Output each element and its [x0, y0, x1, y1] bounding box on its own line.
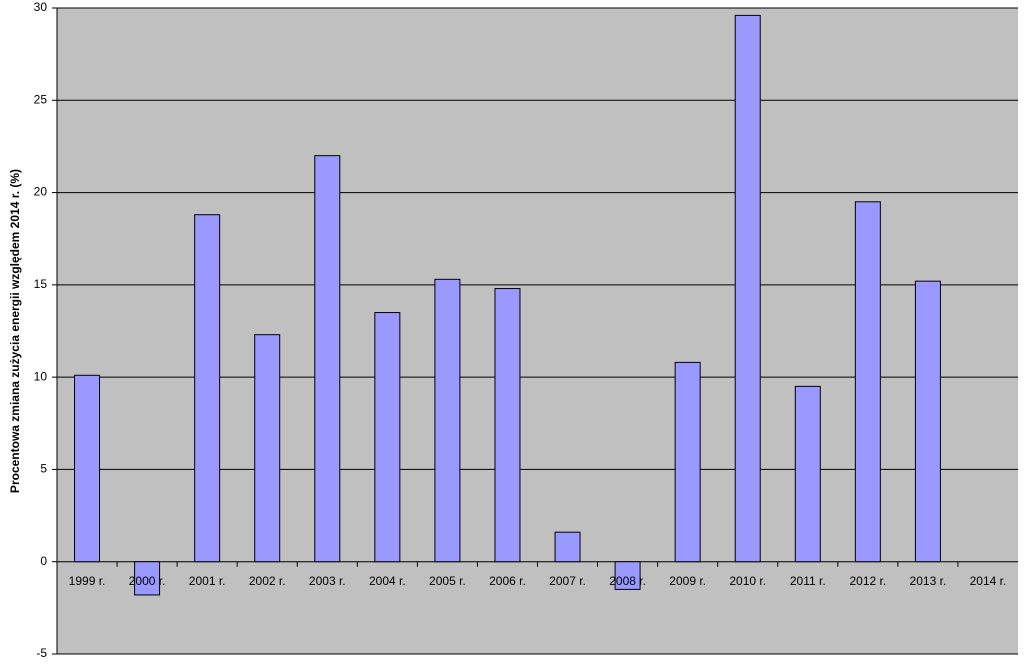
- bar: [674, 361, 701, 563]
- bar: [74, 374, 101, 563]
- y-tick-label: 30: [34, 0, 48, 14]
- x-tick-label: 2000 r.: [129, 574, 166, 588]
- y-tick-label: 0: [40, 554, 47, 568]
- x-tick-label: 2001 r.: [189, 574, 226, 588]
- y-tick-label: 5: [40, 462, 47, 476]
- bar: [134, 561, 161, 596]
- bar: [374, 312, 401, 563]
- x-tick-label: 2005 r.: [429, 574, 466, 588]
- y-tick-label: -5: [36, 646, 47, 660]
- y-tick-label: 10: [34, 369, 48, 383]
- bar: [494, 288, 521, 563]
- x-tick-label: 2011 r.: [790, 574, 826, 588]
- x-tick-label: 2002 r.: [249, 574, 286, 588]
- y-axis-label: Procentowa zmiana zużycia energii względ…: [8, 169, 22, 493]
- y-tick-label: 20: [34, 185, 48, 199]
- x-tick-label: 2013 r.: [910, 574, 947, 588]
- y-tick-label: 15: [34, 277, 48, 291]
- x-tick-label: 2003 r.: [309, 574, 346, 588]
- bar: [434, 278, 461, 563]
- bar: [854, 201, 881, 563]
- bar: [314, 155, 341, 563]
- x-tick-label: 2012 r.: [849, 574, 886, 588]
- bar: [914, 280, 941, 563]
- bar: [254, 334, 281, 563]
- y-tick-label: 25: [34, 92, 48, 106]
- x-tick-label: 2004 r.: [369, 574, 406, 588]
- x-tick-label: 1999 r.: [69, 574, 106, 588]
- bar: [794, 385, 821, 563]
- x-tick-label: 2010 r.: [729, 574, 766, 588]
- bar: [614, 561, 641, 590]
- bar: [554, 531, 581, 563]
- bar: [194, 214, 221, 563]
- x-tick-label: 2009 r.: [669, 574, 706, 588]
- bar: [734, 14, 761, 563]
- x-tick-label: 2008 r.: [609, 574, 646, 588]
- x-tick-label: 2006 r.: [489, 574, 526, 588]
- x-tick-label: 2014 r.: [970, 574, 1007, 588]
- x-tick-label: 2007 r.: [549, 574, 586, 588]
